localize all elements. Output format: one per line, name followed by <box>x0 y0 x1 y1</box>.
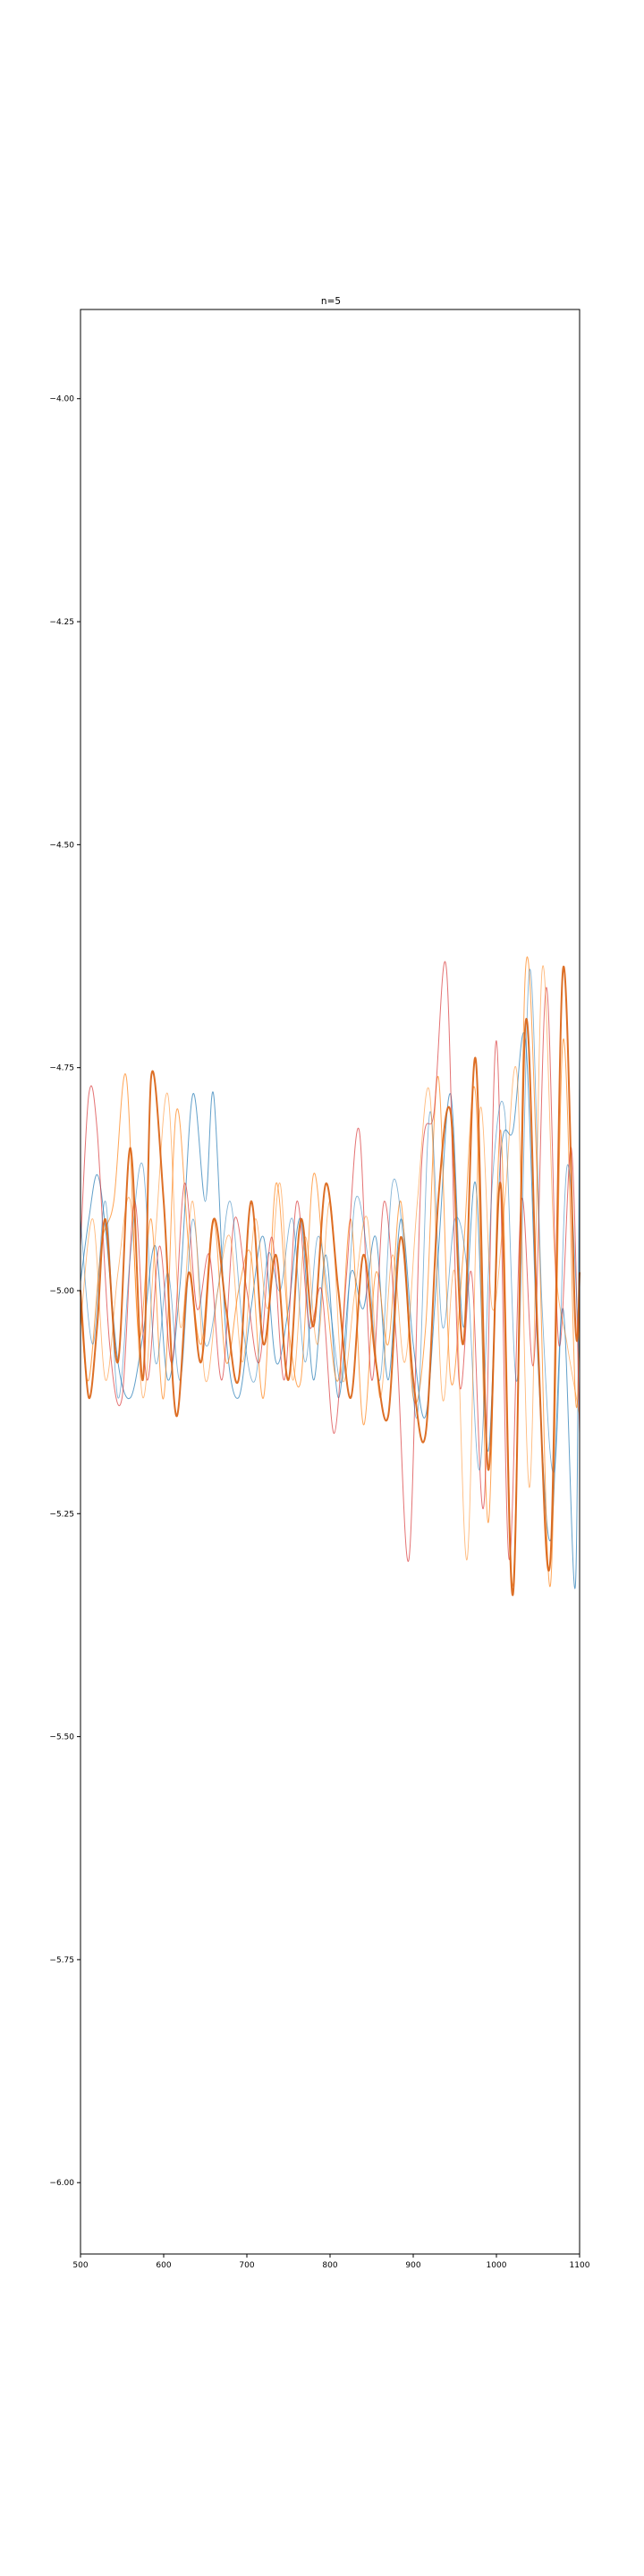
chart-title: n=5 <box>321 296 341 307</box>
x-tick-label: 700 <box>239 2261 254 2270</box>
x-axis: 500 600 700 800 900 1000 1100 <box>72 2254 590 2270</box>
y-tick-label: −5.50 <box>49 1733 74 1742</box>
y-axis: −4.00 −4.25 −4.50 −4.75 −5.00 −5.25 −5.50 −5.75… <box>49 395 80 2188</box>
x-tick-label: 500 <box>72 2261 88 2270</box>
x-tick-label: 600 <box>156 2261 171 2270</box>
series-line-6 <box>80 965 580 1597</box>
y-tick-label: −5.00 <box>49 1287 74 1296</box>
x-tick-label: 1100 <box>570 2261 590 2270</box>
y-tick-label: −4.50 <box>49 841 74 850</box>
x-tick-label: 1000 <box>487 2261 507 2270</box>
series-layer <box>80 956 580 1597</box>
series-line-4 <box>80 969 580 1473</box>
y-tick-label: −4.00 <box>49 395 74 404</box>
series-line-2 <box>80 956 580 1588</box>
series-line-5 <box>80 965 580 1561</box>
x-tick-label: 800 <box>322 2261 337 2270</box>
y-tick-label: −4.25 <box>49 618 74 627</box>
y-tick-label: −4.75 <box>49 1064 74 1073</box>
y-tick-label: −5.25 <box>49 1510 74 1519</box>
series-line-3 <box>80 961 580 1563</box>
x-tick-label: 900 <box>405 2261 420 2270</box>
y-tick-label: −6.00 <box>49 2179 74 2188</box>
y-tick-label: −5.75 <box>49 1956 74 1965</box>
